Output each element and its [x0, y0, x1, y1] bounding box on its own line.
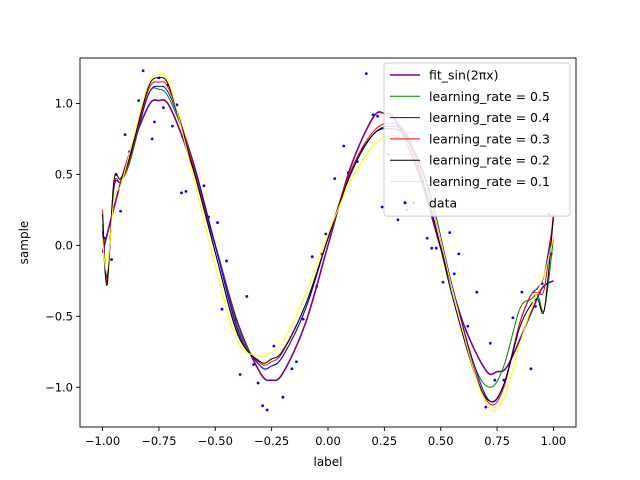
y-axis-label: sample — [17, 221, 31, 265]
data-point — [511, 316, 515, 320]
data-point — [448, 231, 452, 234]
data-point — [295, 360, 298, 364]
data-point — [493, 378, 497, 382]
data-point — [333, 177, 337, 181]
y-tick-label: 0.0 — [55, 238, 73, 252]
data-point — [425, 236, 429, 240]
x-tick-label: 1.00 — [541, 434, 567, 448]
data-point — [342, 144, 346, 148]
x-tick-label: 0.50 — [428, 434, 454, 448]
data-point — [202, 184, 206, 188]
x-tick-label: 0.75 — [484, 434, 510, 448]
data-point — [261, 404, 265, 408]
data-point — [281, 395, 285, 399]
series-line — [101, 99, 554, 382]
data-point — [457, 252, 461, 256]
data-point — [162, 106, 165, 110]
data-point — [216, 221, 219, 225]
data-point — [272, 344, 276, 348]
data-point — [256, 381, 260, 385]
data-point — [380, 205, 384, 209]
data-point — [430, 246, 434, 250]
x-tick-label: 0.25 — [372, 434, 398, 448]
data-point — [137, 99, 141, 102]
legend-label: learning_rate = 0.1 — [429, 174, 550, 189]
data-point — [220, 307, 224, 311]
data-point — [324, 232, 328, 236]
y-tick-label: −0.5 — [45, 309, 73, 323]
data-point — [245, 295, 249, 298]
data-point — [150, 137, 154, 141]
x-axis-label: label — [313, 455, 342, 469]
series-line — [102, 77, 554, 403]
y-tick-label: 0.5 — [55, 167, 73, 181]
data-point — [434, 246, 438, 250]
x-tick-label: 0.00 — [315, 434, 341, 448]
data-point — [175, 103, 179, 107]
data-point — [441, 280, 445, 284]
legend-label: data — [429, 195, 457, 210]
data-point — [452, 272, 456, 276]
x-tick-label: −0.25 — [254, 434, 289, 448]
data-point — [153, 120, 156, 124]
data-point — [290, 367, 294, 371]
data-point — [301, 317, 305, 321]
series-line — [102, 73, 554, 411]
x-tick-label: −0.50 — [198, 434, 233, 448]
legend-label: learning_rate = 0.4 — [429, 110, 550, 125]
data-point — [475, 290, 479, 294]
data-point — [310, 255, 314, 259]
data-point — [238, 373, 242, 376]
data-point — [225, 259, 228, 263]
legend-label: learning_rate = 0.2 — [429, 153, 550, 168]
data-point — [119, 209, 122, 213]
data-point — [466, 324, 470, 328]
data-point — [184, 190, 188, 193]
data-point — [123, 133, 127, 137]
data-point — [110, 258, 113, 261]
legend-label: learning_rate = 0.5 — [429, 89, 550, 104]
legend-marker — [403, 201, 407, 205]
data-point — [529, 367, 533, 371]
legend-label: learning_rate = 0.3 — [429, 131, 550, 146]
data-point — [396, 218, 400, 222]
data-point — [484, 405, 488, 409]
legend: fit_sin(2πx) learning_rate = 0.5 learning_… — [383, 62, 571, 217]
data-point — [376, 114, 379, 118]
x-tick-label: −1.00 — [85, 434, 120, 448]
data-point — [520, 290, 524, 294]
legend-box — [383, 62, 571, 217]
y-tick-label: 1.0 — [55, 96, 73, 110]
data-point — [364, 72, 368, 76]
y-axis: −1.0 −0.5 0.0 0.5 1.0 — [45, 96, 80, 394]
legend-label: fit_sin(2πx) — [429, 68, 499, 83]
data-point — [488, 341, 492, 345]
y-tick-label: −1.0 — [45, 380, 73, 394]
data-point — [141, 69, 145, 73]
data-point — [180, 191, 183, 195]
data-point — [171, 124, 174, 128]
data-point — [265, 408, 269, 412]
x-axis: −1.00 −0.75 −0.50 −0.25 0.00 0.25 0.50 0.75 1.00 — [85, 427, 566, 448]
x-tick-label: −0.75 — [141, 434, 176, 448]
